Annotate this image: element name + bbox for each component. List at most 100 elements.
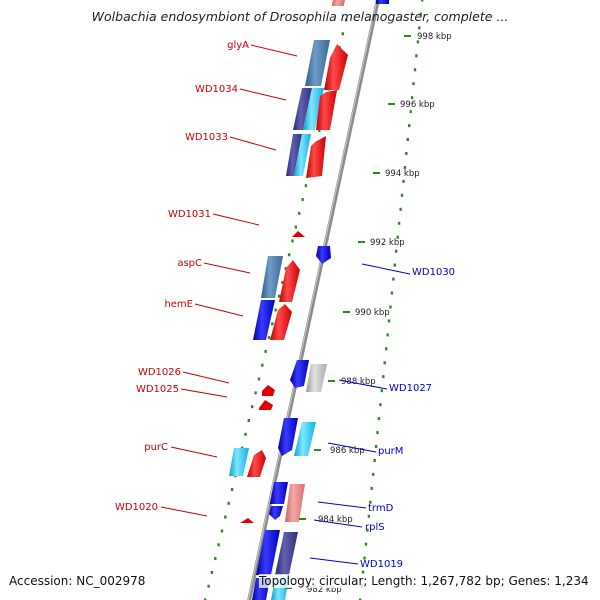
guide-dot bbox=[251, 405, 254, 409]
gene-label-WD1025[interactable]: WD1025 bbox=[136, 384, 179, 395]
guide-dot bbox=[372, 472, 375, 476]
guide-dot bbox=[413, 68, 417, 72]
guide-dot bbox=[277, 294, 281, 298]
genome-backbone-highlight bbox=[247, 0, 378, 600]
gene-label-aspC[interactable]: aspC bbox=[177, 258, 202, 269]
guide-dot bbox=[230, 488, 234, 491]
leader-line bbox=[212, 213, 260, 226]
forward-gene-labels: glyA WD1034 WD1033 WD1031 aspC hemE WD10… bbox=[115, 40, 298, 517]
gene-block bbox=[294, 134, 311, 176]
guide-dot bbox=[204, 598, 207, 600]
gene-label-purC[interactable]: purC bbox=[144, 442, 168, 453]
gene-block bbox=[285, 484, 305, 522]
guide-dot bbox=[385, 347, 388, 351]
gene-label-hemE[interactable]: hemE bbox=[164, 299, 193, 310]
gene-arrow bbox=[306, 136, 326, 178]
accession-text: Accession: NC_002978 bbox=[9, 574, 146, 588]
guide-dot bbox=[370, 486, 373, 490]
guide-dot bbox=[374, 445, 378, 448]
guide-dot bbox=[247, 419, 250, 422]
guide-dot bbox=[393, 263, 396, 267]
guide-dot bbox=[264, 349, 267, 353]
guide-dot bbox=[271, 322, 274, 326]
guide-dot bbox=[410, 96, 414, 100]
guide-dot bbox=[366, 528, 369, 532]
tick-label: 984 kbp bbox=[318, 515, 353, 525]
leader-line bbox=[170, 446, 218, 458]
guide-dot bbox=[386, 333, 389, 337]
guide-dot bbox=[284, 267, 287, 271]
gene-arrow bbox=[292, 231, 305, 237]
guide-dot bbox=[379, 403, 382, 407]
leader-line bbox=[317, 501, 367, 509]
guide-dot bbox=[254, 391, 257, 395]
guide-dot bbox=[220, 529, 224, 533]
gene-label-WD1020[interactable]: WD1020 bbox=[115, 502, 158, 513]
gene-label-WD1031[interactable]: WD1031 bbox=[168, 209, 211, 220]
guide-dot bbox=[341, 32, 344, 36]
gene-arrow bbox=[259, 400, 273, 410]
leader-line bbox=[313, 519, 363, 528]
gene-label-WD1026[interactable]: WD1026 bbox=[138, 367, 181, 378]
guide-dot bbox=[395, 249, 398, 253]
guide-dot bbox=[291, 239, 294, 243]
map-title: Wolbachia endosymbiont of Drosophila mel… bbox=[91, 9, 509, 24]
gene-block bbox=[303, 88, 324, 130]
gene-block bbox=[261, 256, 283, 298]
guide-dot bbox=[244, 432, 247, 436]
gene-label-WD1027[interactable]: WD1027 bbox=[389, 383, 432, 394]
gene-label-rplS[interactable]: rplS bbox=[365, 522, 385, 533]
tick-label: 992 kbp bbox=[370, 238, 405, 248]
guide-dot bbox=[364, 542, 368, 546]
gene-arrow bbox=[278, 418, 298, 456]
guide-dot bbox=[359, 598, 362, 600]
guide-dot bbox=[389, 305, 392, 309]
guide-dot bbox=[224, 515, 227, 519]
gene-block bbox=[275, 532, 298, 575]
guide-dot bbox=[402, 179, 405, 183]
guide-dot bbox=[287, 253, 291, 257]
tick-label: 990 kbp bbox=[355, 308, 390, 318]
genome-backbone bbox=[247, 0, 380, 600]
gene-arrow bbox=[316, 246, 331, 264]
gene-label-WD1034[interactable]: WD1034 bbox=[195, 84, 238, 95]
gene-label-trmD[interactable]: trmD bbox=[368, 503, 394, 514]
leader-line bbox=[309, 557, 359, 565]
guide-dot bbox=[304, 184, 308, 188]
gene-block bbox=[286, 134, 302, 176]
tick-label: 988 kbp bbox=[341, 377, 376, 387]
gene-block bbox=[253, 300, 275, 340]
gene-arrow bbox=[247, 450, 266, 477]
guide-dot bbox=[390, 291, 394, 295]
gene-block bbox=[229, 448, 249, 476]
guide-dot bbox=[380, 389, 383, 393]
guide-dot bbox=[400, 193, 404, 197]
gene-label-WD1033[interactable]: WD1033 bbox=[185, 132, 228, 143]
leader-line bbox=[338, 379, 388, 390]
gene-label-glyA[interactable]: glyA bbox=[227, 40, 249, 51]
tick-label: 982 kbp bbox=[307, 585, 342, 595]
guide-dot bbox=[207, 584, 210, 588]
gene-block bbox=[306, 364, 327, 392]
gene-label-purM[interactable]: purM bbox=[378, 446, 403, 457]
leader-line bbox=[239, 88, 287, 101]
gene-block bbox=[293, 88, 312, 130]
guide-dot bbox=[345, 18, 348, 22]
guide-dot bbox=[373, 459, 376, 462]
gene-arrow bbox=[290, 360, 309, 388]
gene-label-WD1019[interactable]: WD1019 bbox=[360, 559, 403, 570]
leader-line bbox=[229, 136, 277, 151]
tick-label: 996 kbp bbox=[400, 100, 435, 110]
guide-dot bbox=[399, 207, 402, 211]
gene-arrow bbox=[262, 385, 275, 396]
guide-dot bbox=[363, 556, 366, 560]
guide-dot bbox=[405, 152, 408, 155]
guide-dot bbox=[298, 211, 301, 215]
guide-dot bbox=[301, 198, 304, 201]
guide-dot bbox=[397, 221, 401, 225]
gene-label-WD1030[interactable]: WD1030 bbox=[412, 267, 455, 278]
leader-line bbox=[182, 371, 230, 384]
guide-dot bbox=[367, 514, 371, 518]
gene-arrow bbox=[316, 90, 337, 130]
